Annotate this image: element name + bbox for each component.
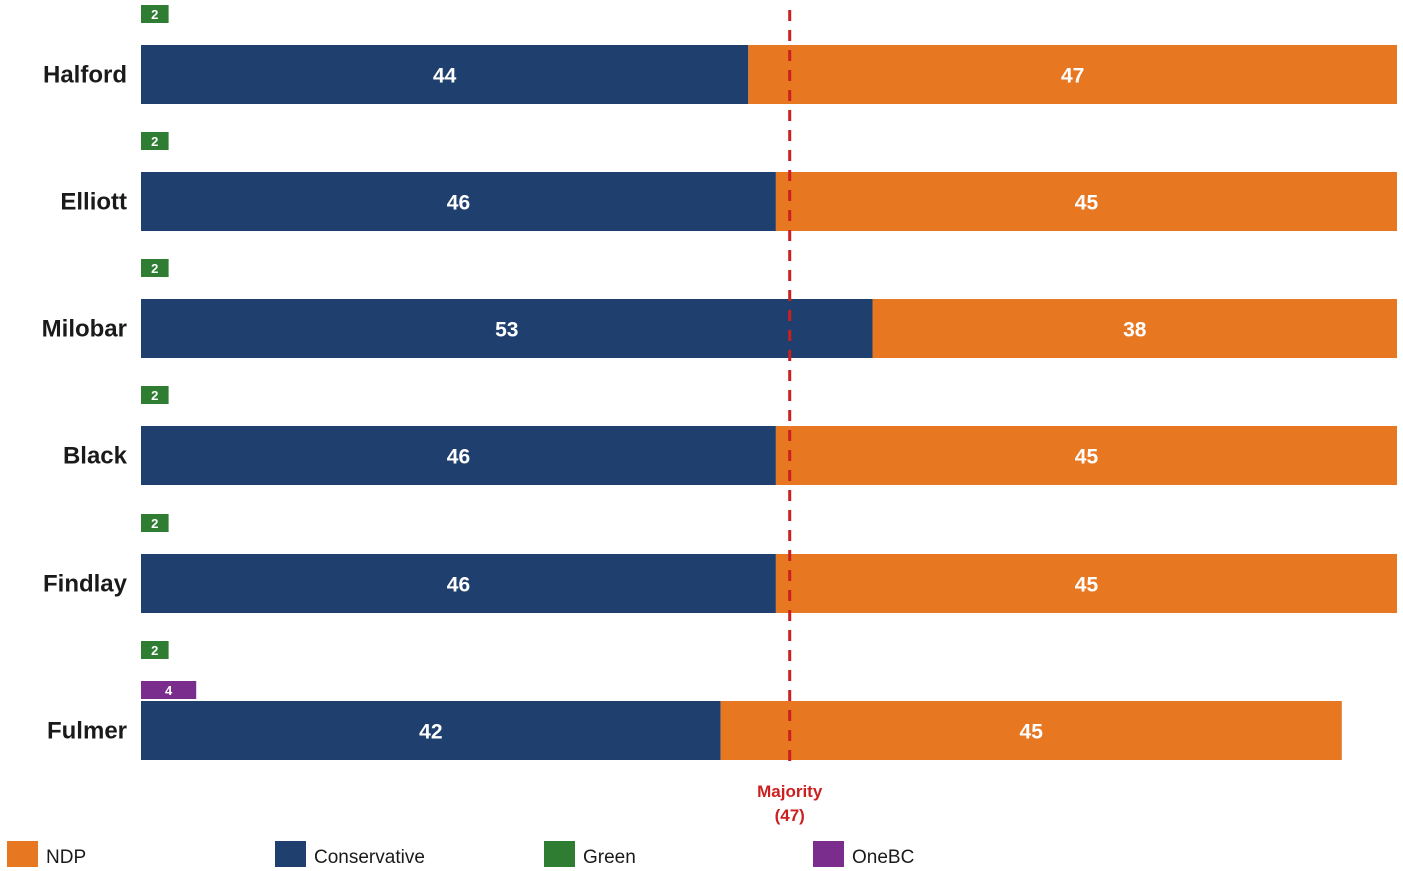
bar-ndp [775, 554, 1397, 613]
bar-conservative [141, 172, 776, 231]
bar-conservative [141, 299, 873, 358]
bar-ndp [872, 299, 1397, 358]
bar-label-ndp: 47 [1061, 65, 1084, 88]
bar-ndp [720, 701, 1342, 760]
bar-label-ndp: 45 [1075, 192, 1099, 215]
bar-label-ndp: 45 [1075, 446, 1099, 469]
bar-row-milobar: Milobar 53 38 2 [42, 259, 1397, 358]
category-label: Black [63, 443, 128, 470]
bar-conservative [141, 554, 776, 613]
bar-label-conservative: 46 [447, 574, 470, 597]
bar-label-onebc: 4 [165, 683, 173, 698]
legend-label: NDP [46, 847, 86, 868]
bar-label-ndp: 45 [1075, 574, 1099, 597]
legend-label: Green [583, 847, 636, 868]
bar-label-ndp: 45 [1020, 721, 1044, 744]
bar-ndp [775, 426, 1397, 485]
majority-reference: Majority (47) [757, 10, 823, 825]
legend-item-ndp: NDP [7, 841, 86, 868]
legend-item-onebc: OneBC [813, 841, 914, 868]
bar-label-conservative: 46 [447, 446, 470, 469]
legend-item-green: Green [544, 841, 636, 868]
bar-row-elliott: Elliott 46 45 2 [60, 132, 1397, 231]
category-label: Halford [43, 62, 127, 89]
legend-item-conservative: Conservative [275, 841, 425, 868]
bar-label-conservative: 53 [495, 319, 518, 342]
bar-label-green: 2 [151, 516, 158, 531]
bar-green [141, 514, 169, 532]
bar-row-findlay: Findlay 46 45 2 [43, 514, 1397, 613]
bar-green [141, 641, 169, 659]
category-label: Milobar [42, 316, 127, 343]
bar-green [141, 259, 169, 277]
legend-label: OneBC [852, 847, 914, 868]
majority-label: Majority [757, 782, 823, 801]
bar-label-green: 2 [151, 7, 158, 22]
bar-label-conservative: 46 [447, 192, 470, 215]
bar-onebc [141, 681, 197, 699]
bar-label-green: 2 [151, 388, 158, 403]
legend-label: Conservative [314, 847, 425, 868]
category-label: Findlay [43, 571, 128, 598]
bar-green [141, 5, 169, 23]
bar-conservative [141, 701, 721, 760]
bar-label-ndp: 38 [1123, 319, 1147, 342]
bar-row-black: Black 46 45 2 [63, 386, 1397, 485]
category-label: Fulmer [47, 718, 127, 745]
legend-swatch [813, 841, 844, 867]
bar-label-green: 2 [151, 643, 158, 658]
bar-ndp [748, 45, 1397, 104]
legend: NDP Conservative Green OneBC [7, 841, 914, 868]
bar-conservative [141, 426, 776, 485]
category-label: Elliott [60, 189, 127, 216]
legend-swatch [544, 841, 575, 867]
bar-conservative [141, 45, 749, 104]
bar-row-halford: Halford 44 47 2 [43, 5, 1397, 104]
legend-swatch [7, 841, 38, 867]
bar-green [141, 132, 169, 150]
bar-label-conservative: 42 [419, 721, 442, 744]
bar-label-conservative: 44 [433, 65, 457, 88]
bar-green [141, 386, 169, 404]
bar-label-green: 2 [151, 261, 158, 276]
bar-ndp [775, 172, 1397, 231]
legend-swatch [275, 841, 306, 867]
bar-label-green: 2 [151, 134, 158, 149]
majority-value-label: (47) [775, 806, 805, 825]
